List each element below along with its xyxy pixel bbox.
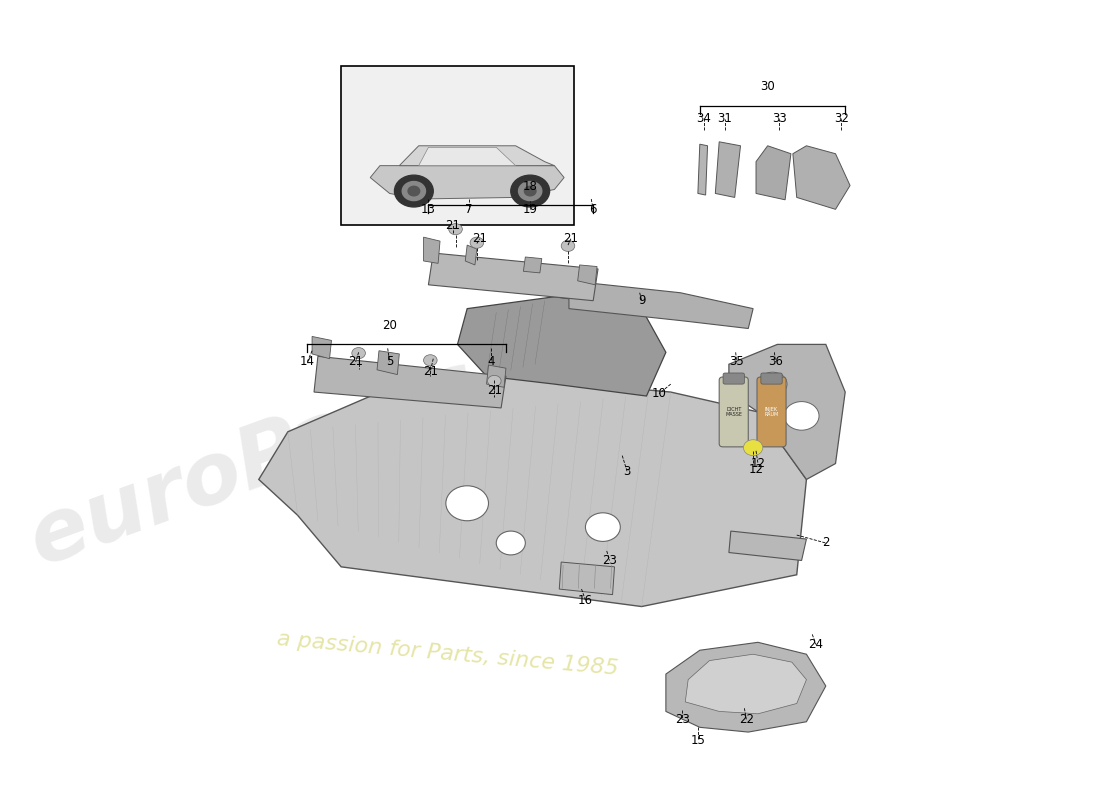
Text: 21: 21 — [563, 232, 579, 246]
Circle shape — [496, 531, 526, 555]
Polygon shape — [793, 146, 850, 210]
Text: euroParts: euroParts — [18, 344, 490, 583]
Text: 7: 7 — [465, 203, 473, 216]
Text: 23: 23 — [675, 713, 690, 726]
Text: 21: 21 — [472, 232, 487, 246]
Circle shape — [525, 186, 536, 196]
Text: 9: 9 — [638, 294, 646, 307]
Text: INJEK
RAUM: INJEK RAUM — [764, 406, 779, 418]
FancyBboxPatch shape — [757, 377, 786, 447]
Text: a passion for Parts, since 1985: a passion for Parts, since 1985 — [276, 630, 619, 679]
Polygon shape — [559, 562, 615, 594]
Text: 36: 36 — [768, 355, 783, 368]
Text: 12: 12 — [748, 462, 763, 476]
FancyBboxPatch shape — [761, 373, 782, 384]
Text: 15: 15 — [691, 734, 705, 746]
Polygon shape — [377, 350, 399, 374]
Polygon shape — [428, 253, 598, 301]
Polygon shape — [465, 245, 477, 265]
Polygon shape — [697, 144, 707, 195]
Polygon shape — [578, 265, 597, 285]
Polygon shape — [569, 281, 754, 329]
Polygon shape — [458, 297, 666, 396]
Text: 12: 12 — [750, 457, 766, 470]
Polygon shape — [729, 531, 806, 561]
Circle shape — [449, 224, 462, 234]
Text: 31: 31 — [717, 112, 733, 126]
Circle shape — [784, 402, 820, 430]
Text: 20: 20 — [382, 319, 397, 333]
Circle shape — [446, 486, 488, 521]
Polygon shape — [399, 146, 554, 166]
Polygon shape — [371, 166, 564, 199]
Polygon shape — [685, 654, 806, 714]
Text: 18: 18 — [522, 181, 538, 194]
Polygon shape — [666, 642, 826, 732]
Text: 23: 23 — [602, 554, 617, 567]
Circle shape — [758, 372, 786, 396]
Circle shape — [424, 354, 437, 366]
Text: 33: 33 — [772, 112, 786, 126]
Polygon shape — [524, 257, 542, 273]
Text: 13: 13 — [421, 203, 436, 216]
Text: 24: 24 — [808, 638, 824, 651]
Text: 35: 35 — [729, 355, 744, 368]
Polygon shape — [419, 147, 516, 166]
Text: 10: 10 — [651, 387, 667, 400]
Polygon shape — [715, 142, 740, 198]
Circle shape — [561, 240, 575, 251]
Polygon shape — [486, 365, 506, 387]
Text: 21: 21 — [349, 355, 363, 368]
Text: 5: 5 — [386, 355, 394, 368]
Text: 19: 19 — [522, 203, 538, 216]
Text: 6: 6 — [590, 203, 597, 216]
Text: 34: 34 — [696, 112, 711, 126]
Polygon shape — [312, 337, 331, 358]
Text: 30: 30 — [760, 80, 775, 94]
Text: 22: 22 — [739, 713, 754, 726]
Circle shape — [510, 175, 550, 207]
Polygon shape — [314, 356, 506, 408]
FancyBboxPatch shape — [723, 373, 745, 384]
Circle shape — [408, 186, 420, 196]
Circle shape — [395, 175, 433, 207]
FancyBboxPatch shape — [719, 377, 748, 447]
Text: 21: 21 — [446, 218, 460, 232]
Circle shape — [487, 375, 502, 386]
Text: 21: 21 — [487, 384, 502, 397]
Polygon shape — [424, 237, 440, 263]
Bar — [341, 66, 574, 226]
Text: 4: 4 — [487, 355, 495, 368]
Text: DICHT
MASSE: DICHT MASSE — [725, 406, 742, 418]
Polygon shape — [729, 344, 845, 479]
Circle shape — [352, 347, 365, 358]
Text: 14: 14 — [299, 355, 315, 368]
Polygon shape — [258, 376, 806, 606]
Text: 32: 32 — [834, 112, 849, 126]
Circle shape — [518, 182, 542, 201]
Circle shape — [403, 182, 426, 201]
Text: 21: 21 — [422, 365, 438, 378]
Text: 2: 2 — [822, 537, 829, 550]
Text: 3: 3 — [624, 465, 630, 478]
Polygon shape — [756, 146, 791, 200]
Text: 16: 16 — [578, 594, 593, 606]
Circle shape — [744, 440, 762, 456]
Circle shape — [470, 237, 484, 248]
Circle shape — [585, 513, 620, 542]
